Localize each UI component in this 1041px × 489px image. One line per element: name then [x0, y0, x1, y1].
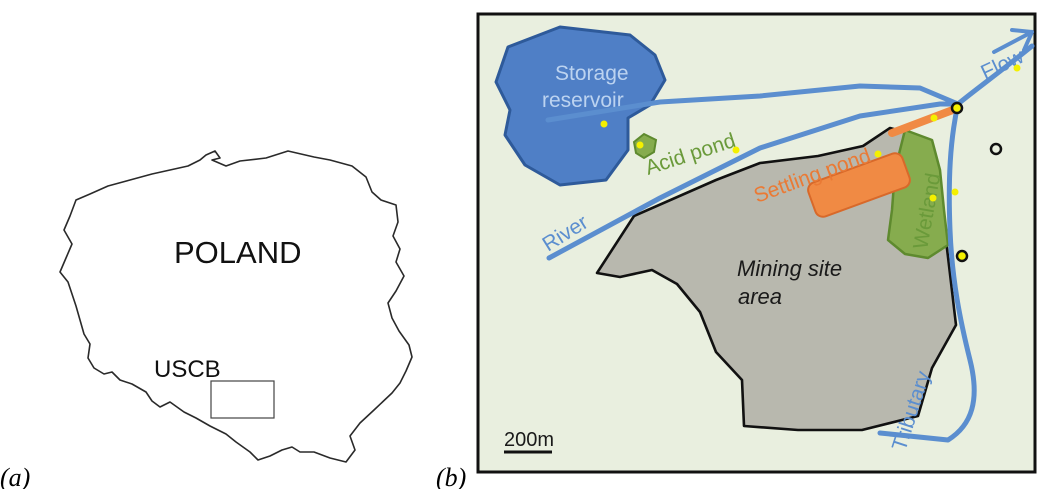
sample-point-river-1	[732, 146, 740, 154]
sample-point-reservoir	[600, 120, 608, 128]
sample-points	[600, 64, 1021, 202]
uscb-box	[210, 380, 275, 419]
river-upper-branch	[545, 83, 961, 123]
sample-point-flow	[1013, 64, 1021, 72]
mining-label-line1: Mining site	[737, 256, 842, 281]
sample-point-tributary-lower	[955, 249, 969, 263]
tributary	[877, 101, 977, 443]
flow-arrow-icon	[992, 28, 1034, 54]
panel-b-label: (b)	[436, 463, 466, 489]
panel-b: (b) Storage reservoir Mining site area W…	[436, 12, 1037, 489]
sample-point-wetland	[929, 194, 937, 202]
mining-label-line2: area	[738, 284, 782, 309]
panel-a: POLAND USCB (a)	[0, 150, 413, 489]
mining-site-area	[595, 126, 958, 432]
scale-label: 200m	[504, 429, 554, 451]
sample-point-offsite	[989, 142, 1003, 156]
storage-label-line2: reservoir	[542, 89, 624, 112]
sample-point-acid-pond	[636, 141, 644, 149]
storage-label-line1: Storage	[555, 62, 629, 85]
storage-reservoir	[494, 25, 667, 187]
settling-pond	[807, 152, 911, 218]
sample-point-tributary	[951, 188, 959, 196]
sample-point-outflow	[930, 114, 938, 122]
sample-point-confluence	[950, 101, 964, 115]
poland-outline	[59, 150, 413, 463]
acid-pond	[632, 132, 658, 160]
settling-outflow	[888, 104, 962, 137]
uscb-label: USCB	[154, 356, 221, 383]
poland-label: POLAND	[174, 235, 301, 270]
sample-point-settling	[874, 150, 882, 158]
panel-a-label: (a)	[0, 463, 30, 489]
river	[546, 43, 1035, 261]
